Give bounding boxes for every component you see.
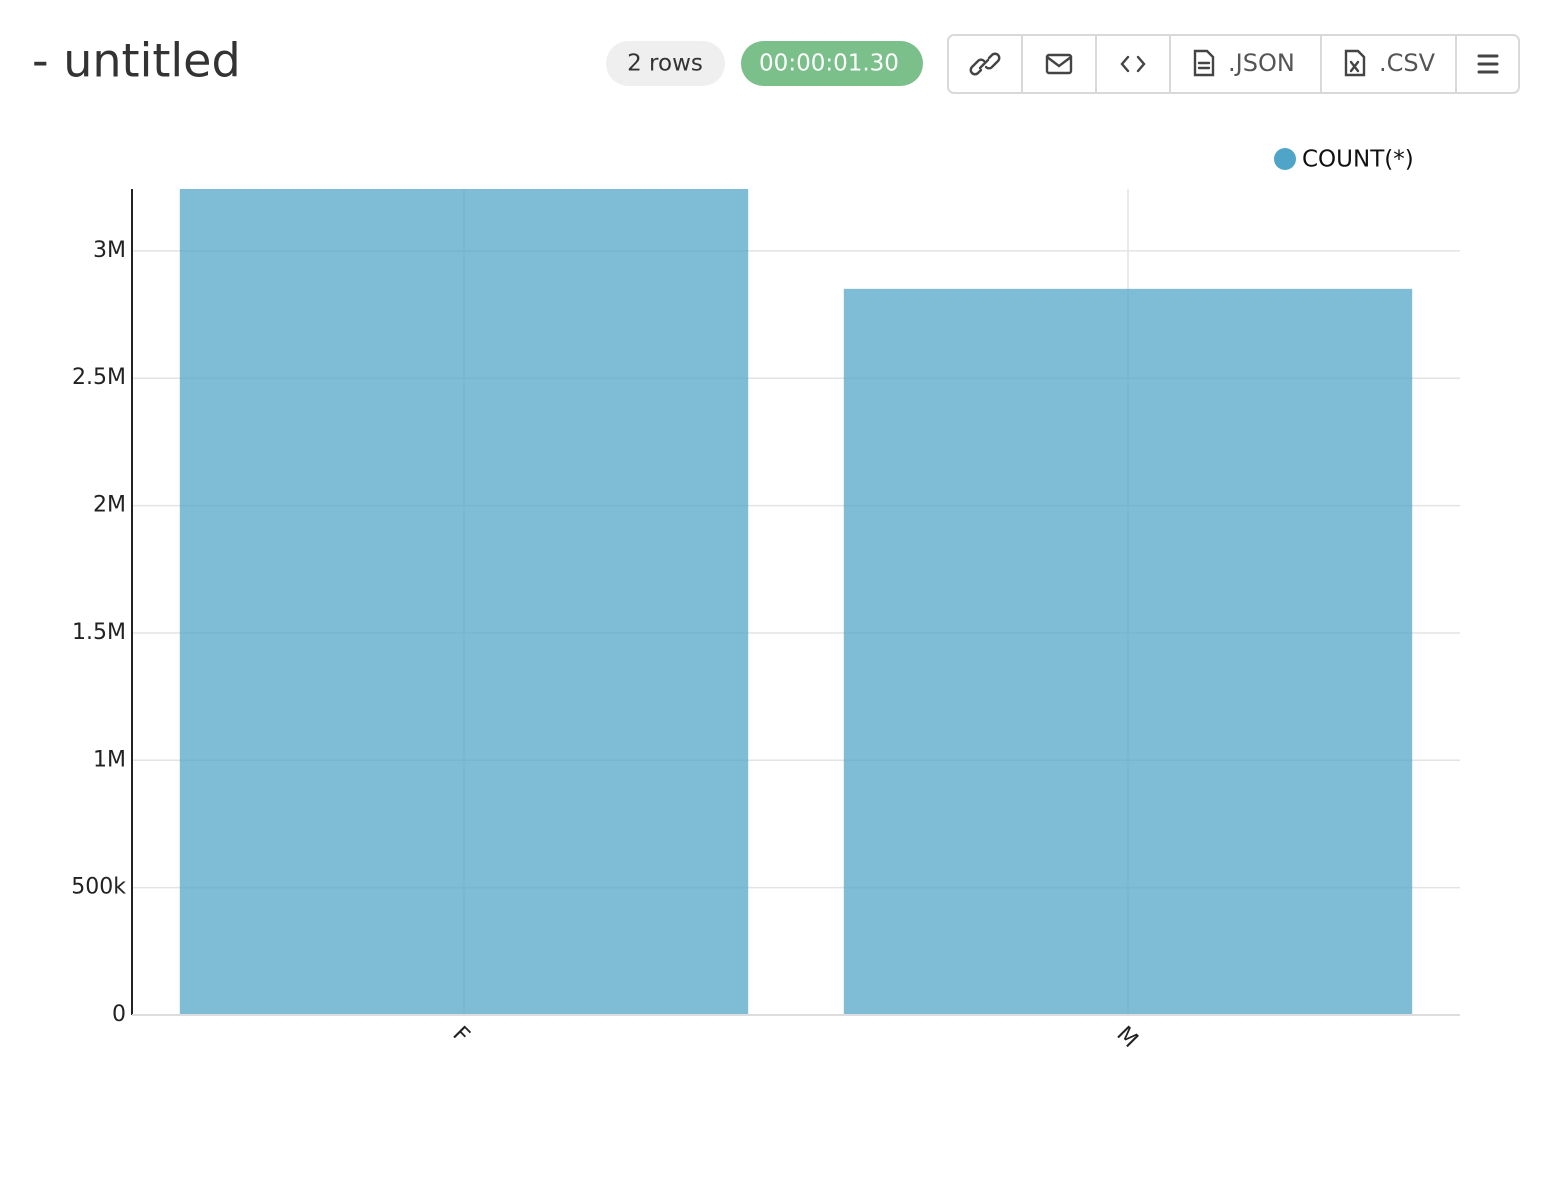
y-tick-label: 1.5M — [72, 620, 126, 645]
page-title: - untitled — [32, 34, 241, 88]
row-count: 2 rows — [627, 51, 703, 77]
json-button[interactable] — [1193, 49, 1215, 77]
csv-label[interactable]: .CSV — [1379, 49, 1436, 77]
email-button[interactable] — [1045, 53, 1073, 75]
toolbar-frame — [947, 34, 1520, 94]
link-button[interactable] — [969, 52, 1001, 76]
row-count-badge — [606, 41, 725, 86]
y-tick-label: 500k — [71, 875, 126, 900]
bar — [179, 189, 749, 1015]
embed-button[interactable] — [1120, 55, 1146, 73]
legend-marker — [1274, 148, 1296, 170]
duration: 00:00:01.30 — [759, 51, 899, 77]
legend-label: COUNT(*) — [1302, 147, 1414, 173]
y-tick-label: 3M — [93, 238, 126, 263]
json-label[interactable]: .JSON — [1228, 49, 1295, 77]
csv-button[interactable] — [1344, 49, 1366, 77]
toolbar — [947, 34, 1520, 94]
y-tick-label: 0 — [112, 1002, 126, 1027]
duration-badge — [741, 41, 923, 86]
y-tick-label: 2M — [93, 493, 126, 518]
y-tick-label: 2.5M — [72, 365, 126, 390]
x-tick-label: M — [1112, 1022, 1143, 1053]
bar — [843, 288, 1413, 1015]
menu-button[interactable] — [1477, 54, 1499, 74]
x-tick-label: F — [448, 1022, 475, 1049]
y-tick-label: 1M — [93, 747, 126, 772]
